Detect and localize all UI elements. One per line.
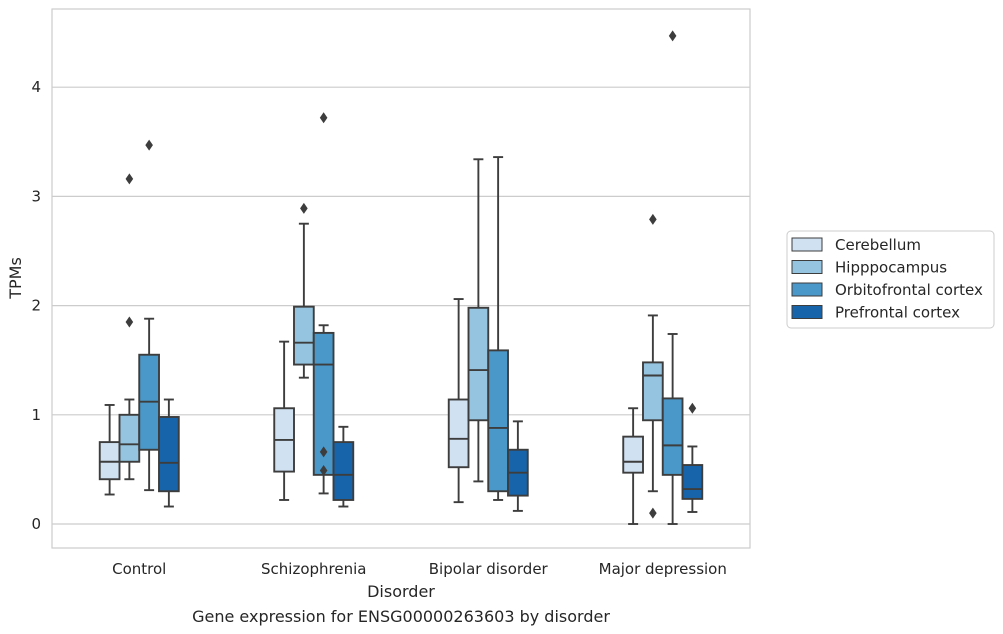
y-tick-label: 4: [31, 78, 41, 96]
box-plot: [681, 402, 704, 513]
box-iqr: [293, 305, 315, 366]
box-plot: [138, 139, 160, 492]
box-iqr: [487, 349, 509, 493]
boxes: [98, 30, 704, 525]
legend-label: Cerebellum: [835, 236, 921, 254]
y-tick-label: 0: [31, 515, 41, 533]
box-plot: [507, 420, 529, 512]
x-tick-label: Major depression: [599, 560, 727, 578]
outlier-marker: [145, 139, 153, 151]
box-iqr: [467, 306, 490, 422]
chart-caption: Gene expression for ENSG00000263603 by d…: [192, 607, 610, 626]
y-axis-label: TPMs: [6, 257, 25, 300]
outlier-marker: [125, 316, 134, 328]
outlier-marker: [649, 507, 657, 519]
box-iqr: [681, 464, 704, 500]
box-plot: [312, 112, 335, 495]
box-iqr: [447, 398, 470, 469]
outlier-marker: [668, 30, 677, 42]
plot-area: [51, 8, 751, 549]
box-plot: [273, 340, 295, 501]
box-plot: [447, 298, 470, 504]
legend-label: Prefrontal cortex: [835, 304, 960, 322]
x-tick-labels: Control Schizophrenia Bipolar disorder Majo…: [112, 560, 727, 578]
legend-label: Orbitofrontal cortex: [835, 281, 983, 299]
box-iqr: [332, 441, 355, 501]
x-tick-label: Schizophrenia: [261, 560, 366, 578]
outlier-marker: [319, 112, 328, 124]
legend-swatch: [791, 237, 823, 252]
x-tick-label: Bipolar disorder: [429, 560, 549, 578]
box-plot: [293, 202, 315, 379]
outlier-marker: [688, 402, 697, 414]
box-plot: [622, 407, 644, 525]
x-tick-label: Control: [112, 560, 166, 578]
outlier-marker: [125, 173, 134, 185]
legend-items: Cerebellum Hipppocampus Orbitofrontal cort…: [791, 236, 983, 322]
legend-swatch: [791, 282, 823, 297]
box-iqr: [118, 413, 141, 463]
box-plot: [158, 398, 180, 508]
legend: Cerebellum Hipppocampus Orbitofrontal cort…: [786, 230, 995, 329]
box-iqr: [661, 397, 684, 476]
box-iqr: [622, 435, 644, 474]
box-iqr: [158, 416, 180, 493]
box-plot: [642, 213, 664, 519]
outlier-marker: [300, 202, 308, 214]
box-plot: [118, 173, 141, 481]
y-tick-label: 3: [31, 187, 41, 205]
legend-frame: [786, 230, 995, 329]
x-axis-label: Disorder: [367, 582, 435, 601]
legend-swatch: [791, 305, 823, 319]
y-tick-label: 2: [31, 297, 41, 315]
box-plot: [487, 156, 509, 501]
box-plot: [661, 30, 684, 525]
legend-swatch: [791, 260, 823, 274]
outlier-marker: [319, 464, 328, 476]
box-plot: [332, 425, 355, 508]
y-tick-labels: 0 1 2 3 4: [31, 78, 41, 533]
box-iqr: [98, 441, 121, 481]
legend-label: Hipppocampus: [835, 259, 947, 277]
box-iqr: [642, 361, 664, 422]
outlier-marker: [319, 446, 328, 458]
outlier-marker: [649, 213, 657, 225]
y-tick-label: 1: [31, 406, 41, 424]
